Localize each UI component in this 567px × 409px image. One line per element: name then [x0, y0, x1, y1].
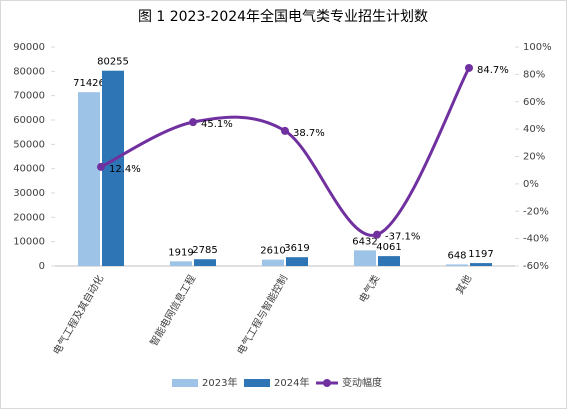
line-marker: [189, 118, 197, 127]
legend-label: 2024年: [274, 376, 309, 389]
bar: [262, 259, 284, 266]
legend-label: 变动幅度: [342, 376, 382, 389]
line-marker: [465, 63, 473, 72]
bar: [446, 264, 468, 266]
y2-tick-label: 40%: [523, 124, 545, 135]
line-marker: [281, 126, 289, 135]
y-tick-label: 50000: [13, 139, 45, 150]
bar: [194, 259, 216, 266]
bar-value-label: 1919: [168, 247, 193, 258]
y2-tick-label: -20%: [523, 206, 549, 217]
y2-tick-label: -40%: [523, 234, 549, 245]
legend-swatch: [323, 379, 331, 387]
y2-tick-label: 0%: [523, 179, 539, 190]
bar-value-label: 648: [447, 250, 466, 261]
bar-value-label: 2610: [260, 246, 285, 257]
bar: [286, 257, 308, 266]
y-tick-label: 70000: [13, 91, 45, 102]
bar-value-label: 4061: [376, 242, 401, 253]
y2-tick-label: 80%: [523, 69, 545, 80]
legend-swatch: [244, 379, 270, 387]
bar: [78, 92, 100, 266]
y-tick-label: 20000: [13, 212, 45, 223]
y2-tick-label: 20%: [523, 152, 545, 163]
bar: [170, 261, 192, 266]
line-marker: [97, 162, 105, 171]
bar: [378, 256, 400, 266]
y-tick-label: 60000: [13, 115, 45, 126]
bar: [470, 263, 492, 266]
y-tick-label: 0: [39, 261, 45, 272]
line: [100, 67, 471, 237]
bar-value-label: 71426: [73, 78, 105, 89]
legend-swatch: [172, 379, 198, 387]
line-value-label: 38.7%: [293, 128, 325, 139]
bar-value-label: 1197: [468, 249, 493, 260]
y2-tick-label: 60%: [523, 97, 545, 108]
y-tick-label: 30000: [13, 188, 45, 199]
y2-tick-label: -60%: [523, 261, 549, 272]
line-value-label: 84.7%: [477, 65, 509, 76]
line-marker: [373, 230, 381, 239]
line-value-label: -37.1%: [385, 232, 420, 243]
bar-value-label: 80255: [97, 57, 129, 68]
y-tick-label: 40000: [13, 164, 45, 175]
y2-tick-label: 100%: [523, 42, 552, 53]
bar-value-label: 2785: [192, 245, 217, 256]
bar-value-label: 3619: [284, 243, 309, 254]
legend-label: 2023年: [202, 376, 237, 389]
line-value-label: 12.4%: [109, 164, 141, 175]
y-tick-label: 10000: [13, 237, 45, 248]
line-value-label: 45.1%: [201, 119, 233, 130]
chart-title: 图 1 2023-2024年全国电气类专业招生计划数: [138, 8, 428, 25]
y-tick-label: 90000: [13, 42, 45, 53]
bar-value-label: 6432: [352, 236, 377, 247]
bar: [354, 250, 376, 266]
bar: [102, 70, 124, 266]
y-tick-label: 80000: [13, 66, 45, 77]
